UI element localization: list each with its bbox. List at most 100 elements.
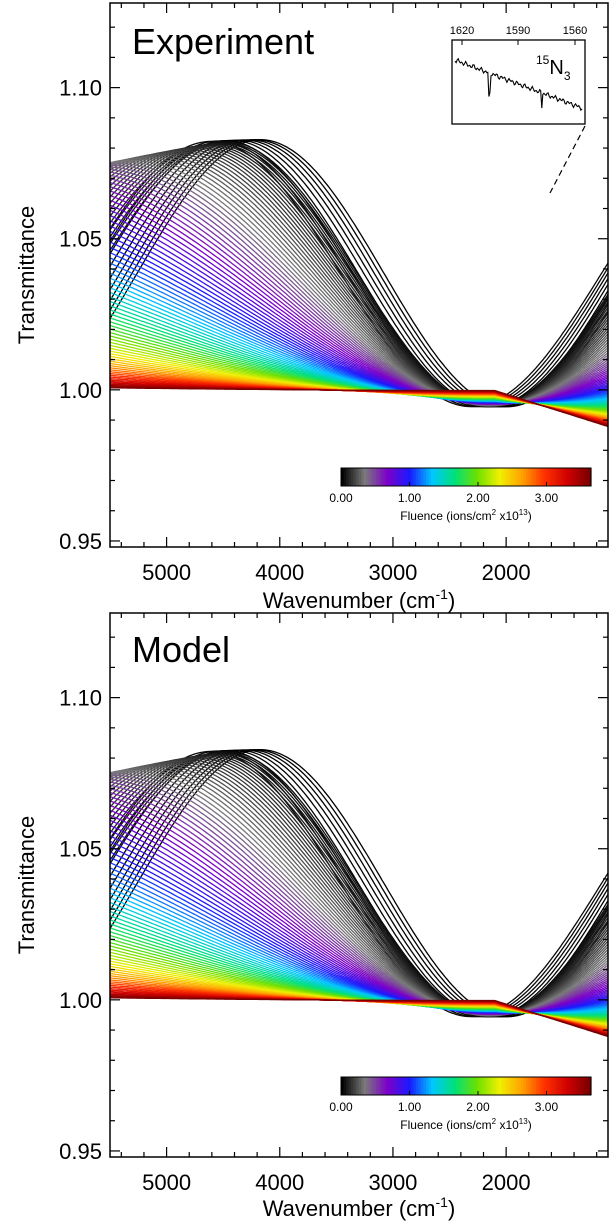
colorbar-swatch — [531, 468, 535, 486]
colorbar-swatch — [388, 468, 392, 486]
colorbar-swatch — [478, 468, 482, 486]
colorbar-swatch — [421, 1077, 425, 1095]
colorbar-swatch — [361, 468, 365, 486]
colorbar-frame — [340, 1076, 592, 1096]
spectrum-curve — [110, 139, 608, 408]
colorbar-swatch — [431, 1077, 435, 1095]
colorbar-swatch — [361, 1077, 365, 1095]
colorbar-swatch — [353, 1077, 357, 1095]
experiment-x-axis-label: Wavenumber (cm-1) — [263, 586, 456, 613]
colorbar-swatch — [451, 468, 455, 486]
colorbar-swatch — [363, 1077, 367, 1095]
colorbar-swatch — [393, 468, 397, 486]
colorbar-swatch — [466, 1077, 470, 1095]
colorbar-swatch — [403, 468, 407, 486]
colorbar-swatch — [358, 1077, 362, 1095]
colorbar-swatch — [391, 1077, 395, 1095]
colorbar-swatch — [378, 468, 382, 486]
colorbar-tick-label: 2.00 — [466, 491, 490, 505]
colorbar-tick-label: 0.00 — [329, 491, 353, 505]
colorbar-tick-label: 1.00 — [398, 491, 422, 505]
spectrum-curve — [110, 749, 608, 1018]
colorbar-swatch — [548, 468, 552, 486]
inset-tick-label: 1560 — [563, 25, 587, 37]
colorbar-swatch — [366, 468, 370, 486]
colorbar-swatch — [576, 468, 580, 486]
colorbar-swatch — [521, 1077, 525, 1095]
colorbar-swatch — [406, 468, 410, 486]
colorbar-swatch — [571, 468, 575, 486]
experiment-curves — [110, 139, 608, 428]
colorbar-swatch — [573, 1077, 577, 1095]
colorbar-swatch — [553, 1077, 557, 1095]
colorbar-swatch — [478, 1077, 482, 1095]
colorbar-swatch — [586, 1077, 590, 1095]
colorbar-swatch — [453, 468, 457, 486]
colorbar-swatch — [576, 1077, 580, 1095]
colorbar-swatch — [476, 1077, 480, 1095]
plot-frame — [109, 2, 609, 548]
colorbar-swatch — [423, 1077, 427, 1095]
colorbar-swatch — [513, 468, 517, 486]
experiment-y-axis-label: Transmittance — [14, 206, 39, 345]
colorbar-swatch — [543, 468, 547, 486]
colorbar-swatch — [438, 1077, 442, 1095]
colorbar-swatch — [496, 468, 500, 486]
colorbar-swatch — [493, 468, 497, 486]
colorbar-swatch — [448, 468, 452, 486]
colorbar-swatch — [376, 1077, 380, 1095]
model-panel: 0.95 1.00 1.05 1.10 5000 4000 3000 2000 Model 0… — [14, 612, 609, 1221]
colorbar-swatch — [473, 468, 477, 486]
colorbar-swatch — [538, 1077, 542, 1095]
colorbar-swatch — [578, 468, 582, 486]
colorbar-swatch — [571, 1077, 575, 1095]
colorbar-swatch — [561, 1077, 565, 1095]
colorbar-swatch — [421, 468, 425, 486]
colorbar-swatch — [348, 468, 352, 486]
spectrum-curve — [110, 387, 608, 428]
colorbar-swatch — [486, 468, 490, 486]
y-tick-label: 1.00 — [59, 378, 102, 403]
colorbar-swatch — [458, 468, 462, 486]
colorbar-swatch — [523, 1077, 527, 1095]
colorbar-swatch — [426, 1077, 430, 1095]
colorbar-swatch — [436, 1077, 440, 1095]
colorbar-swatch — [498, 1077, 502, 1095]
colorbar-swatch — [416, 468, 420, 486]
colorbar-swatch — [396, 468, 400, 486]
colorbar-swatch — [511, 468, 515, 486]
colorbar-swatch — [528, 1077, 532, 1095]
colorbar-swatch — [441, 1077, 445, 1095]
colorbar-swatch — [563, 468, 567, 486]
colorbar-swatch — [546, 1077, 550, 1095]
colorbar-swatch — [358, 468, 362, 486]
experiment-panel: 0.95 1.00 1.05 1.10 5000 4000 3000 2000 Experim… — [14, 2, 609, 613]
colorbar-swatch — [383, 468, 387, 486]
colorbar-swatch — [483, 468, 487, 486]
inset-spectrum — [454, 57, 583, 112]
colorbar-swatch — [423, 468, 427, 486]
colorbar-swatch — [538, 468, 542, 486]
colorbar-frame — [340, 467, 592, 487]
colorbar-swatch — [396, 1077, 400, 1095]
colorbar-swatch — [561, 468, 565, 486]
n3-inset: 1620 1590 1560 15N3 — [450, 25, 587, 194]
colorbar-swatch — [373, 1077, 377, 1095]
colorbar-swatch — [443, 468, 447, 486]
colorbar-swatch — [551, 1077, 555, 1095]
colorbar-swatch — [351, 1077, 355, 1095]
colorbar-swatch — [448, 1077, 452, 1095]
colorbar-swatch — [463, 468, 467, 486]
colorbar-swatch — [406, 1077, 410, 1095]
colorbar-swatch — [493, 1077, 497, 1095]
colorbar-swatch — [431, 468, 435, 486]
colorbar-swatch — [516, 468, 520, 486]
colorbar-swatch — [433, 1077, 437, 1095]
colorbar-swatch — [383, 1077, 387, 1095]
colorbar-swatch — [408, 468, 412, 486]
colorbar-swatch — [441, 468, 445, 486]
model-curves — [110, 749, 608, 1038]
colorbar-swatch — [468, 468, 472, 486]
colorbar-swatch — [468, 1077, 472, 1095]
x-tick-label: 5000 — [142, 560, 191, 585]
